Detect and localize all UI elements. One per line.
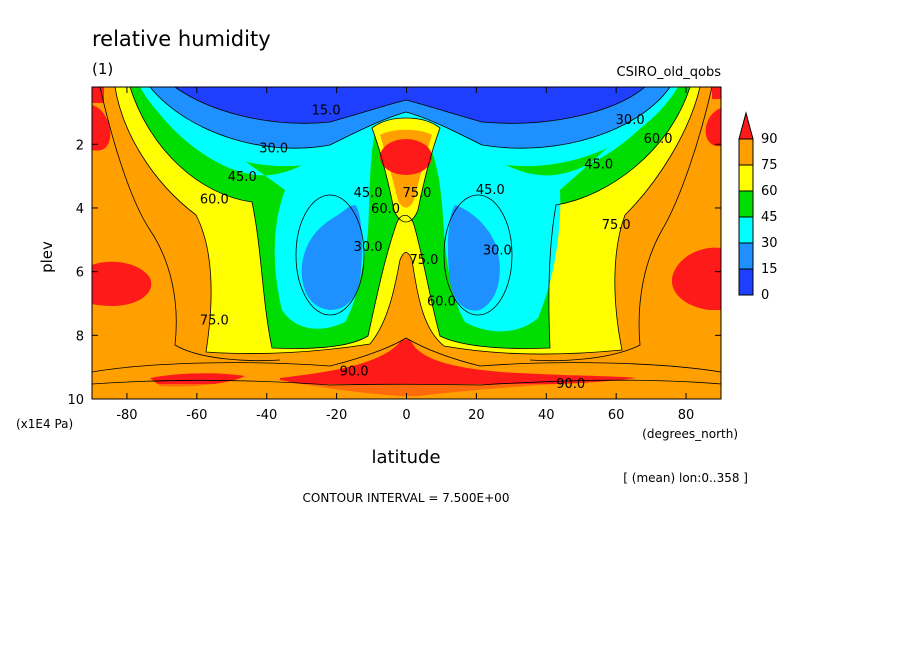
contour-label: 15.0 xyxy=(312,103,341,118)
y-tick-label: 10 xyxy=(67,393,84,408)
dataset-label: CSIRO_old_qobs xyxy=(617,65,722,80)
contour-label: 60.0 xyxy=(644,132,673,147)
x-tick-label: -20 xyxy=(326,408,347,423)
contour-label: 75.0 xyxy=(200,313,229,328)
dry-core-south xyxy=(301,205,363,310)
chart-subtitle: (1) xyxy=(92,60,113,78)
y-tick-label: 8 xyxy=(76,329,84,344)
contour-label: 30.0 xyxy=(483,243,512,258)
chart-title: relative humidity xyxy=(92,27,271,51)
legend-level-label: 45 xyxy=(761,210,778,225)
contour-label: 90.0 xyxy=(556,377,585,392)
moist-core-polar-north xyxy=(712,87,721,99)
contour-labels: 15.030.045.060.075.045.030.060.075.075.0… xyxy=(200,103,673,392)
contour-line-polar-north xyxy=(529,87,713,362)
contour-interval: CONTOUR INTERVAL = 7.500E+00 xyxy=(303,491,510,505)
legend-swatch xyxy=(738,138,754,166)
contour-line-dry-south xyxy=(295,194,365,316)
y-axis-units: (x1E4 Pa) xyxy=(16,417,73,431)
x-tick-label: -60 xyxy=(186,408,207,423)
contour-line-blue xyxy=(149,87,671,149)
moist-core-north-pole-top xyxy=(705,108,721,147)
contour-label: 75.0 xyxy=(409,253,438,268)
contour-line-green xyxy=(129,87,691,349)
contour-label: 45.0 xyxy=(584,157,613,172)
contour-label: 30.0 xyxy=(354,240,383,255)
x-tick-label: 60 xyxy=(608,408,625,423)
x-tick-label: 0 xyxy=(402,408,410,423)
legend-swatch xyxy=(738,268,754,296)
contour-label: 60.0 xyxy=(200,192,229,207)
contour-label: 30.0 xyxy=(616,113,645,128)
band-30-45 xyxy=(142,87,676,332)
region-note: [ (mean) lon:0..358 ] xyxy=(623,471,748,485)
contour-label: 75.0 xyxy=(403,186,432,201)
x-tick-label: -80 xyxy=(116,408,137,423)
contour-label: 45.0 xyxy=(476,183,505,198)
legend-level-label: 75 xyxy=(761,158,778,173)
legend-swatch xyxy=(738,164,754,192)
contour-line-polar-south xyxy=(99,87,281,362)
dry-core-north xyxy=(447,205,500,311)
x-axis-units: (degrees_north) xyxy=(642,427,738,441)
legend-swatch xyxy=(738,242,754,270)
x-tick-label: -40 xyxy=(256,408,277,423)
y-tick-label: 2 xyxy=(76,138,84,153)
legend-level-label: 60 xyxy=(761,184,778,199)
contour-lines xyxy=(92,87,721,386)
contour-line-outer xyxy=(114,87,701,355)
contour-label: 60.0 xyxy=(427,294,456,309)
legend-swatch xyxy=(738,190,754,218)
x-axis: -80 -60 -40 -20 0 20 40 60 80 xyxy=(116,87,694,423)
x-tick-label: 40 xyxy=(538,408,555,423)
contour-line-wedge xyxy=(371,117,441,223)
contour-label: 45.0 xyxy=(354,186,383,201)
moist-core-south-pole-top xyxy=(92,105,111,151)
contour-line-darkblue xyxy=(174,87,646,124)
band-0-15 xyxy=(175,87,645,124)
contour-label: 90.0 xyxy=(340,364,369,379)
y-axis-label: plev xyxy=(38,241,56,273)
legend-swatch-max xyxy=(738,111,754,140)
contour-line-surface-2 xyxy=(92,379,721,386)
legend-swatch xyxy=(738,216,754,244)
x-tick-label: 80 xyxy=(678,408,695,423)
legend-level-label: 15 xyxy=(761,262,778,277)
legend-level-label: 30 xyxy=(761,236,778,251)
legend-level-label: 90 xyxy=(761,132,778,147)
moist-core-south-mid xyxy=(92,261,152,306)
moist-core-surface xyxy=(150,339,636,396)
contour-label: 60.0 xyxy=(371,202,400,217)
contour-label: 75.0 xyxy=(602,218,631,233)
contour-line-surface xyxy=(92,337,721,373)
y-axis: 2 4 6 8 10 xyxy=(67,138,721,408)
x-tick-label: 20 xyxy=(468,408,485,423)
y-tick-label: 6 xyxy=(76,266,84,281)
y-tick-label: 4 xyxy=(76,202,84,217)
surface-strip xyxy=(92,384,721,399)
contour-label: 45.0 xyxy=(228,170,257,185)
moist-core-north-mid xyxy=(671,247,721,310)
contour-field xyxy=(92,87,721,399)
x-axis-label: latitude xyxy=(371,447,440,468)
contour-line-dry-north xyxy=(443,194,513,316)
contour-label: 30.0 xyxy=(259,141,288,156)
color-legend: 90 75 60 45 30 15 0 xyxy=(738,111,778,303)
moist-core-tropopause xyxy=(380,139,432,175)
legend-level-label: 0 xyxy=(761,288,769,303)
